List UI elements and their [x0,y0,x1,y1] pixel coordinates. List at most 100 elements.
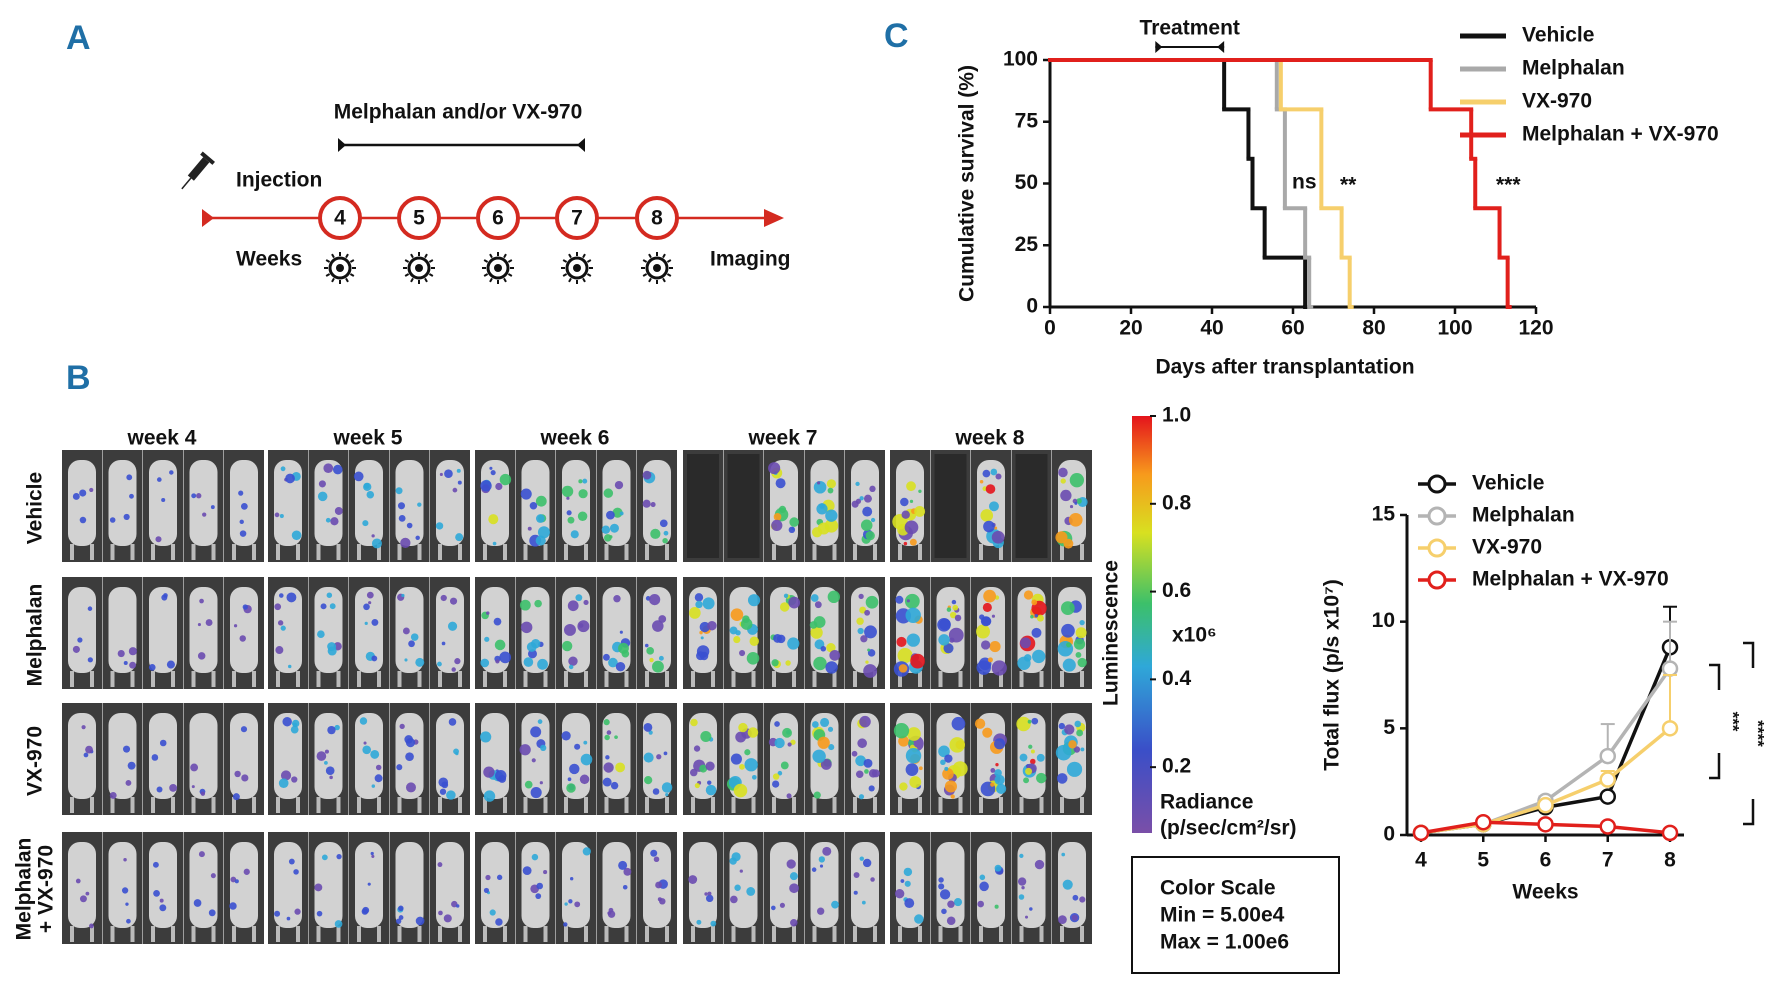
mouse-tail [211,797,216,813]
signal-blob [450,597,458,605]
mouse-image [183,450,224,562]
signal-blob [940,759,946,766]
signal-blob [809,621,818,629]
mouse-tail [645,926,649,942]
mouse-image [723,450,764,562]
signal-blob [865,531,875,541]
mouse-tail [503,926,507,942]
signal-blob [455,904,460,908]
signal-blob [294,908,301,915]
legend-label: VX-970 [1472,536,1542,559]
icon-ray [428,273,434,277]
signal-blob [812,749,826,764]
mouse-body [395,460,424,546]
signal-blob [415,657,425,667]
colorbar-tick-label: 0.6 [1162,579,1191,602]
signal-blob [535,535,546,546]
signal-blob [905,607,921,623]
signal-blob [1030,749,1035,754]
mouse-body [314,842,343,928]
signal-blob [906,633,920,647]
mouse-image [143,577,183,689]
signal-blob [152,861,159,868]
icon-ray [582,277,586,283]
signal-blob [1030,758,1036,765]
icon-ring [407,256,431,280]
signal-blob [566,783,576,793]
signal-blob [646,647,655,655]
signal-blob [853,872,860,878]
signal-blob [1064,724,1075,735]
mouse-tail [232,926,236,942]
mouse-tail [832,544,837,560]
signal-blob [618,860,628,870]
signal-blob [405,738,416,748]
mouse-tail [604,671,609,687]
mouse-image [430,703,470,815]
signal-blob [704,892,708,896]
signal-blob [285,473,295,484]
signal-blob [582,478,588,484]
mouse-tail [336,671,341,687]
signal-blob [938,745,950,758]
signal-blob [1080,747,1085,752]
mouse-tail [397,926,402,942]
mouse-tail [1019,671,1024,687]
icon-ray [404,273,410,277]
mouse-body [355,460,383,546]
signal-blob [615,661,626,672]
data-point [1661,824,1679,842]
mouse-tail [191,926,196,942]
mouse-tail [483,671,487,687]
mouse-image [556,832,596,944]
signal-blob [994,904,999,909]
signal-blob [537,526,550,539]
mouse-tail [1039,797,1044,813]
signal-blob [990,768,996,773]
signal-blob [229,902,237,910]
signal-blob [539,781,543,785]
signal-blob [440,594,447,602]
signal-blob [894,889,905,899]
week-node [555,196,599,240]
mouse-tail [232,671,236,687]
signal-blob [1062,879,1073,890]
signal-blob [1058,467,1068,478]
signal-blob [862,858,872,868]
signal-blob [371,784,376,788]
signal-blob [567,600,579,612]
signal-blob [85,891,90,896]
data-point [1661,660,1679,677]
signal-blob [371,538,382,549]
mouse-tail [377,671,381,687]
signal-blob [699,764,708,773]
signal-blob [909,538,917,546]
mouse-body [230,587,258,673]
signal-blob [787,742,792,747]
signal-blob [696,919,702,925]
mouse-body [274,842,302,928]
signal-blob [282,716,292,727]
week-node [635,196,679,240]
signal-blob [622,884,628,890]
mouse-tail [999,926,1003,942]
mouse-tail [438,671,442,687]
signal-blob [452,487,458,493]
mouse-image [596,450,637,562]
signal-blob [483,766,495,778]
signal-blob [744,758,758,772]
signal-blob [979,480,984,484]
signal-blob [317,491,328,502]
signal-blob [485,874,491,881]
signal-blob [577,620,590,633]
signal-blob [446,790,456,800]
icon-ray [662,253,666,259]
signal-blob [614,735,618,740]
mouse-image [62,832,102,944]
mouse-tail [832,797,837,813]
signal-blob [278,778,289,788]
mouse-image [308,450,349,562]
mouse-tail [316,797,321,813]
mouse-tail [873,544,877,560]
